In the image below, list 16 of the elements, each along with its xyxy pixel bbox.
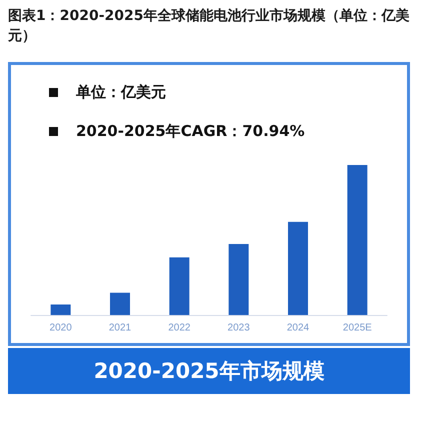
x-tick-label: 2024 bbox=[286, 322, 310, 334]
x-axis-title: 2020-2025年市场规模 bbox=[8, 348, 410, 394]
x-tick-label: 2021 bbox=[108, 322, 132, 334]
chart-title: 图表1：2020-2025年全球储能电池行业市场规模（单位：亿美元） bbox=[8, 6, 410, 46]
x-tick-label: 2022 bbox=[168, 322, 191, 334]
x-tick-label: 2023 bbox=[228, 322, 250, 334]
bar bbox=[288, 222, 308, 315]
bar bbox=[228, 244, 249, 315]
bar bbox=[110, 292, 130, 315]
text: 单位：亿美元 bbox=[76, 83, 166, 102]
bar bbox=[50, 304, 71, 315]
text: 2020-2025年CAGR：70.94% bbox=[76, 122, 305, 141]
bar bbox=[347, 165, 368, 315]
x-tick-label: 2025E bbox=[342, 322, 372, 334]
bar bbox=[169, 257, 190, 315]
x-tick-label: 2020 bbox=[50, 322, 72, 334]
